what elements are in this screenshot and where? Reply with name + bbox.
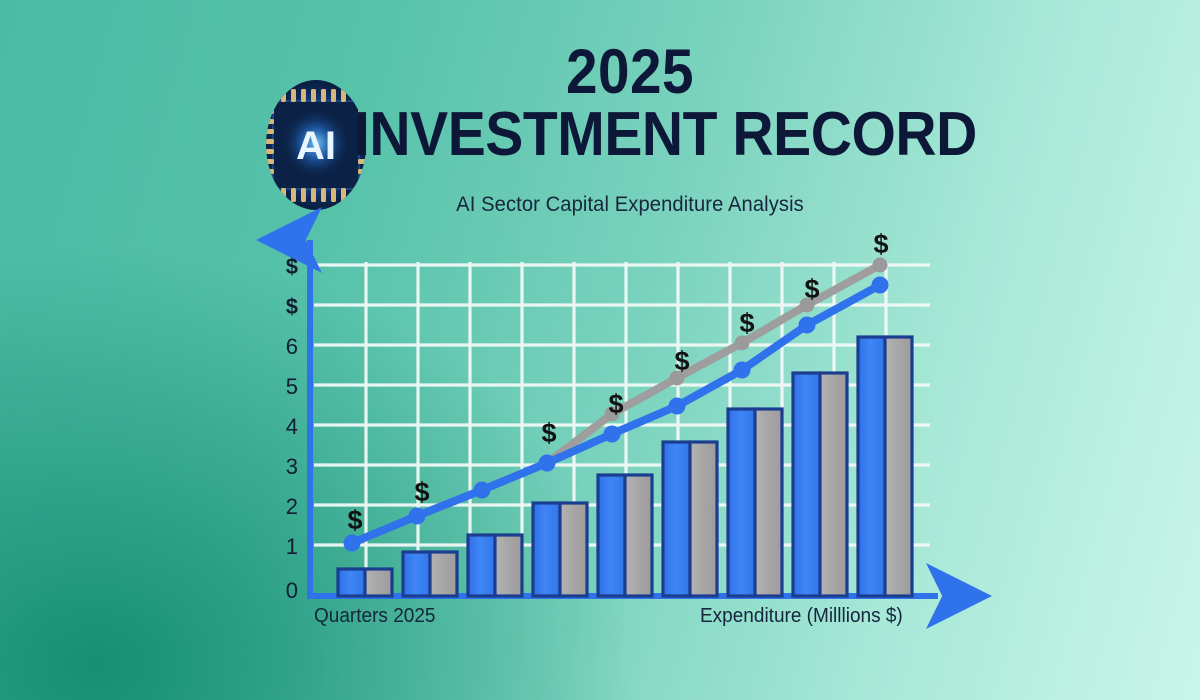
bar-blue — [726, 407, 757, 598]
title-year: 2025 — [566, 37, 694, 107]
bar-blue — [661, 440, 692, 598]
bar-gray — [883, 335, 914, 598]
y-tick: 6 — [285, 334, 298, 359]
bar-gray — [753, 407, 784, 598]
bar-blue — [466, 533, 497, 598]
bar-blue — [336, 567, 367, 598]
y-tick: $ — [285, 254, 298, 279]
marker-label: $ — [414, 477, 429, 507]
marker-label: $ — [804, 274, 819, 304]
bar-gray — [363, 567, 394, 598]
x-axis-label-right: Expenditure (Milllions $) — [700, 605, 903, 627]
ai-chip-label: AI — [296, 124, 336, 168]
title-block: 2025 INVESTMENT RECORD — [330, 37, 977, 169]
bar-gray — [493, 533, 524, 598]
bar-gray — [688, 440, 719, 598]
marker-label: $ — [873, 229, 888, 259]
marker-label: $ — [347, 505, 362, 535]
page-title: INVESTMENT RECORD — [354, 99, 977, 169]
marker-label: $ — [541, 418, 556, 448]
subtitle: AI Sector Capital Expenditure Analysis — [456, 193, 804, 216]
marker-label: $ — [674, 346, 689, 376]
bar-gray — [558, 501, 589, 598]
y-tick: 3 — [285, 454, 298, 479]
marker-label: $ — [739, 308, 754, 338]
y-tick: 4 — [285, 414, 298, 439]
bar-blue — [791, 371, 822, 598]
bar-gray — [428, 550, 459, 598]
marker-labels: $ $ $ $ $ $ $ $ — [347, 229, 888, 535]
y-tick: 2 — [285, 494, 298, 519]
bar-blue — [596, 473, 627, 598]
bar-gray — [818, 371, 849, 598]
marker-label: $ — [608, 389, 623, 419]
bar-group — [336, 335, 914, 598]
y-tick: 5 — [285, 374, 298, 399]
series-line-blue — [343, 276, 889, 552]
bar-blue — [531, 501, 562, 598]
x-axis-label-left: Quarters 2025 — [314, 605, 436, 627]
ai-chip-icon: AI — [259, 75, 373, 215]
bar-blue — [401, 550, 432, 598]
y-tick: $ — [285, 294, 298, 319]
bar-blue — [856, 335, 887, 598]
y-tick: 1 — [285, 534, 298, 559]
y-tick: 0 — [285, 578, 298, 603]
bar-gray — [623, 473, 654, 598]
